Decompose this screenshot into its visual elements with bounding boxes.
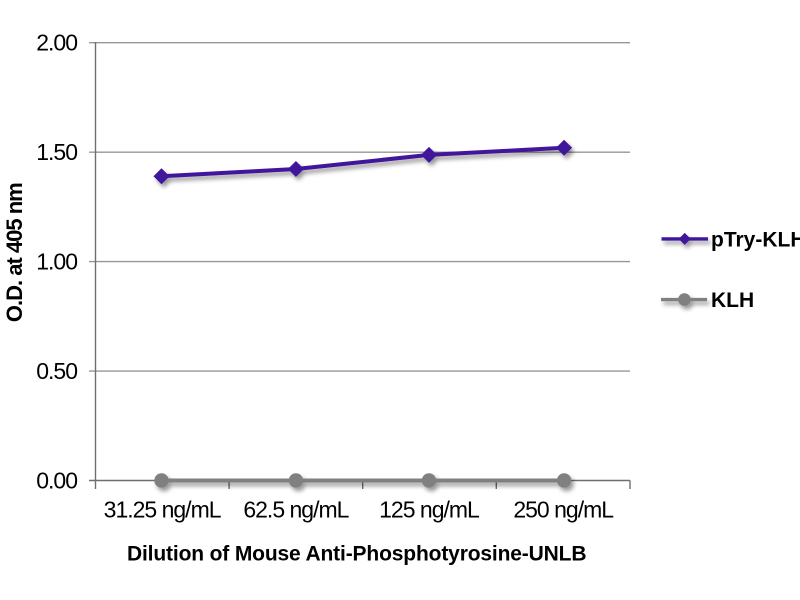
svg-text:62.5 ng/mL: 62.5 ng/mL	[243, 497, 349, 523]
svg-text:0.50: 0.50	[36, 358, 77, 384]
svg-text:KLH: KLH	[711, 289, 754, 312]
svg-text:O.D. at 405 nm: O.D. at 405 nm	[2, 183, 27, 322]
svg-text:2.00: 2.00	[36, 30, 77, 56]
svg-text:pTry-KLH: pTry-KLH	[711, 228, 800, 251]
svg-text:31.25 ng/mL: 31.25 ng/mL	[104, 497, 222, 523]
svg-text:0.00: 0.00	[36, 468, 77, 494]
svg-text:1.50: 1.50	[36, 139, 77, 165]
svg-text:Dilution of Mouse Anti-Phospho: Dilution of Mouse Anti-Phosphotyrosine-U…	[127, 543, 586, 566]
svg-text:1.00: 1.00	[36, 249, 77, 275]
svg-text:250 ng/mL: 250 ng/mL	[513, 497, 614, 523]
svg-text:125 ng/mL: 125 ng/mL	[379, 497, 480, 523]
